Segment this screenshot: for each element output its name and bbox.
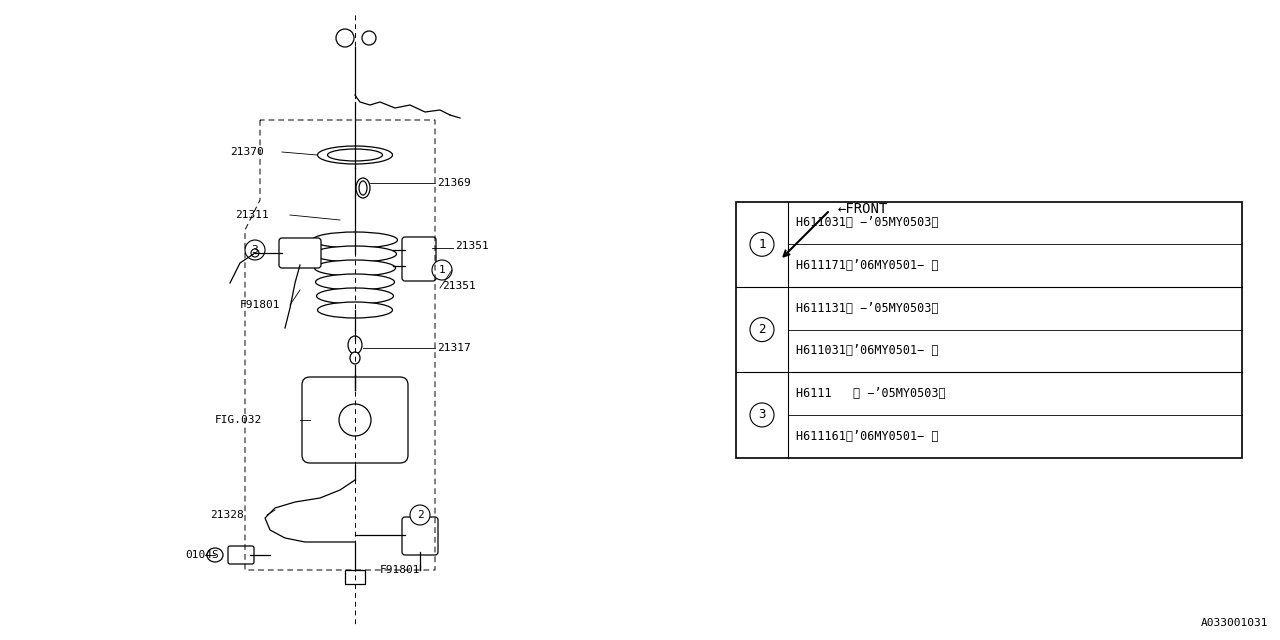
Text: ←FRONT: ←FRONT	[838, 202, 888, 216]
Text: H611031（’06MY0501− ）: H611031（’06MY0501− ）	[796, 344, 938, 357]
Circle shape	[750, 317, 774, 342]
Text: H611031（ −’05MY0503）: H611031（ −’05MY0503）	[796, 216, 938, 229]
Ellipse shape	[314, 246, 397, 262]
Text: FIG.032: FIG.032	[215, 415, 262, 425]
Ellipse shape	[316, 288, 393, 304]
Circle shape	[244, 240, 265, 260]
Text: 3: 3	[758, 408, 765, 421]
FancyBboxPatch shape	[279, 238, 321, 268]
FancyBboxPatch shape	[228, 546, 253, 564]
Text: A033001031: A033001031	[1201, 618, 1268, 628]
Ellipse shape	[348, 336, 362, 354]
Text: F91801: F91801	[380, 565, 421, 575]
Text: 1: 1	[439, 265, 445, 275]
Bar	[346, 570, 365, 584]
Text: H611131（ −’05MY0503）: H611131（ −’05MY0503）	[796, 302, 938, 315]
Text: 21317: 21317	[436, 343, 471, 353]
Ellipse shape	[312, 232, 398, 248]
Circle shape	[410, 505, 430, 525]
Text: F91801: F91801	[241, 300, 280, 310]
FancyBboxPatch shape	[402, 237, 436, 281]
Ellipse shape	[349, 352, 360, 364]
Text: 0104S: 0104S	[186, 550, 219, 560]
Ellipse shape	[207, 548, 223, 562]
Text: 2: 2	[758, 323, 765, 336]
Ellipse shape	[315, 260, 396, 276]
Text: H6111   （ −’05MY0503）: H6111 （ −’05MY0503）	[796, 387, 946, 400]
Ellipse shape	[358, 181, 367, 195]
Text: 1: 1	[758, 238, 765, 251]
Ellipse shape	[315, 274, 394, 290]
Text: 3: 3	[252, 245, 259, 255]
FancyBboxPatch shape	[402, 517, 438, 555]
Circle shape	[750, 232, 774, 256]
Text: 21351: 21351	[454, 241, 489, 251]
Text: H611161（’06MY0501− ）: H611161（’06MY0501− ）	[796, 430, 938, 443]
Text: 21311: 21311	[236, 210, 269, 220]
Text: H611171（’06MY0501− ）: H611171（’06MY0501− ）	[796, 259, 938, 272]
FancyBboxPatch shape	[302, 377, 408, 463]
Text: 2: 2	[416, 510, 424, 520]
Text: 21370: 21370	[230, 147, 264, 157]
Text: 21351: 21351	[442, 281, 476, 291]
Ellipse shape	[356, 178, 370, 198]
Bar	[736, 202, 1242, 458]
Circle shape	[433, 260, 452, 280]
Ellipse shape	[317, 146, 393, 164]
Text: 21328: 21328	[210, 510, 243, 520]
Ellipse shape	[317, 302, 393, 318]
Text: 21369: 21369	[436, 178, 471, 188]
Ellipse shape	[328, 149, 383, 161]
Circle shape	[750, 403, 774, 427]
Circle shape	[251, 249, 259, 257]
